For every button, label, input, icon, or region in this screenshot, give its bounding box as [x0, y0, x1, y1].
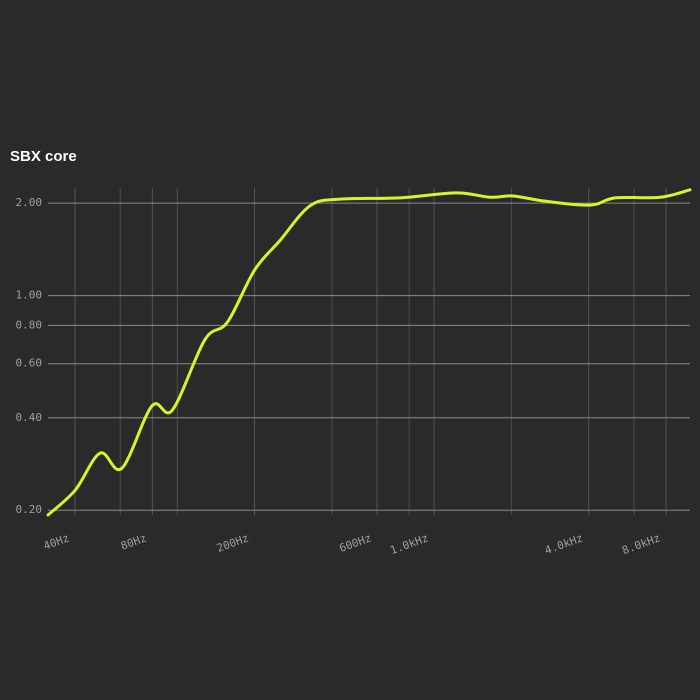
y-tick-label: 0.80 — [16, 318, 43, 331]
y-tick-label: 0.40 — [16, 411, 43, 424]
y-tick-label: 2.00 — [16, 196, 43, 209]
y-tick-label: 1.00 — [16, 289, 43, 302]
y-tick-label: 0.60 — [16, 357, 43, 370]
series-line — [46, 188, 692, 517]
chart-title: SBX core — [10, 148, 77, 165]
y-tick-label: 0.20 — [16, 503, 43, 516]
